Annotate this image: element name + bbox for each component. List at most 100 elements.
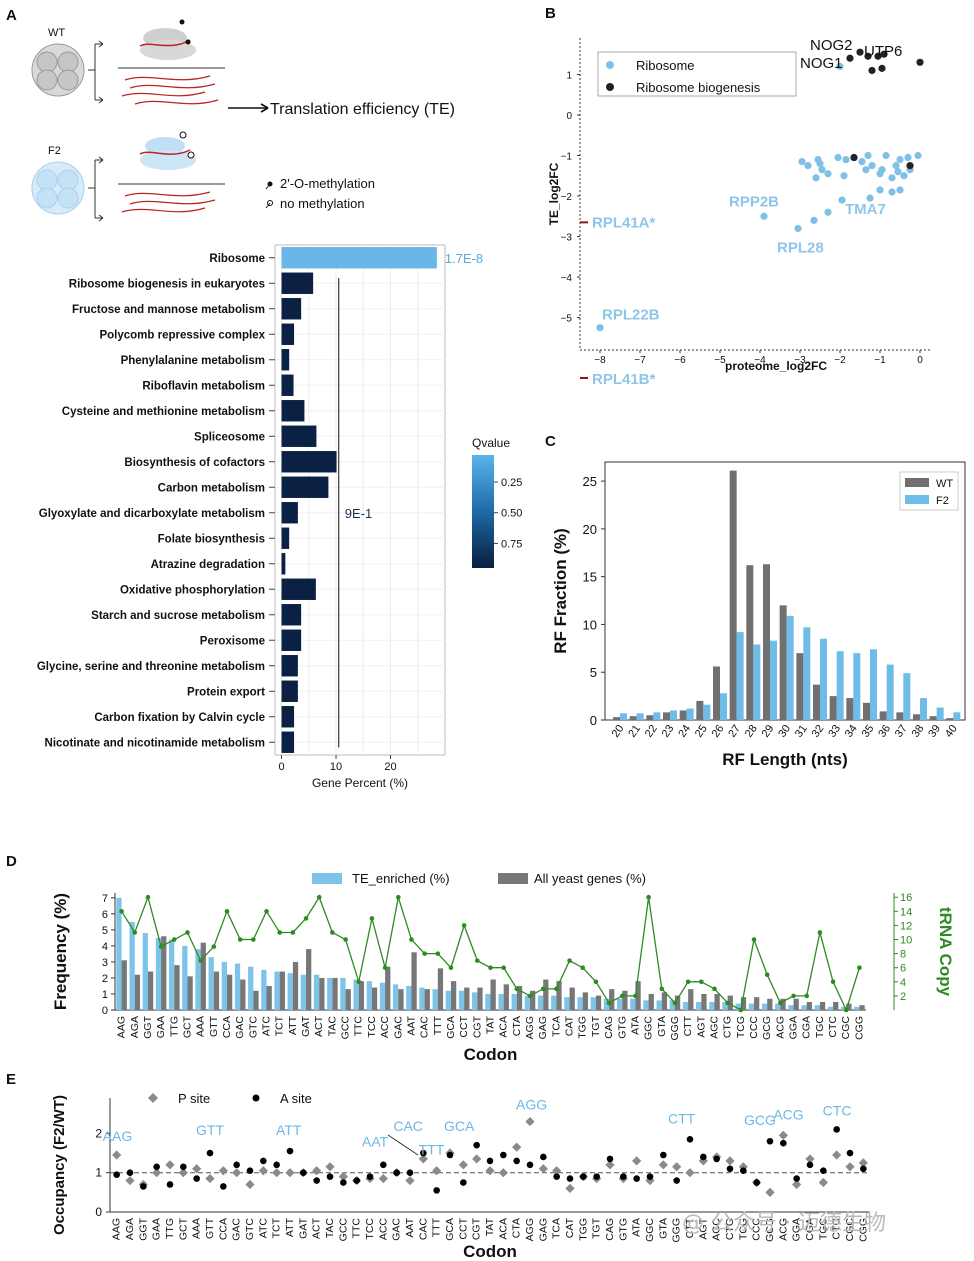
chart-c-xtick-label: 33 [826,723,843,740]
chart-a-category-label: Peroxisome [200,635,265,647]
chart-c-xtick-label: 21 [626,723,643,740]
f2-cell-cluster-icon [31,161,85,215]
chart-d-bar-0-24 [432,989,438,1010]
chart-d-xtick-label: TTC [353,1016,365,1037]
chart-b-point-0-25 [894,168,902,176]
chart-b-point-0-23 [876,170,884,178]
chart-e-xtick-label: AGT [697,1217,709,1239]
chart-c-bar-0-0 [613,717,620,720]
chart-b-point-0-16 [914,151,922,160]
chart-d-bar-1-7 [213,971,220,1010]
chart-d-xtick-label: CGA [801,1016,813,1039]
chart-d-bar-0-38 [616,998,623,1010]
chart-b-xtick-label-2: −6 [674,355,686,366]
chart-e-xtick-label: ACT [311,1217,323,1239]
chart-e-codon-label: GCA [444,1118,475,1134]
chart-c-ytick-label-3: 15 [583,570,597,585]
chart-a-bar-8 [281,451,337,473]
chart-d-y2label: tRNA Copy [936,907,955,997]
chart-c-xtick-label: 40 [943,723,960,740]
chart-c-ytick-label-4: 20 [583,522,597,537]
chart-c-legend-swatch-1 [905,495,929,504]
chart-a-category-label: Ribosome [209,253,265,265]
chart-e-asite-point-35 [580,1173,587,1180]
chart-d-trna-point-22 [409,937,414,942]
chart-e-xtick-label: GAT [297,1217,309,1238]
chart-d-xtick-label: GTG [616,1016,628,1039]
chart-c-bar-0-5 [696,700,704,720]
chart-d-bar-1-48 [754,997,760,1010]
chart-c-bar-1-7 [736,632,744,720]
chart-b-point-0-9 [858,157,866,166]
chart-d-bar-0-15 [313,974,320,1010]
chart-e-codon-label: ATT [276,1122,302,1138]
chart-e-asite-point-4 [166,1181,174,1188]
chart-d-trna-point-33 [554,986,559,992]
chart-c-xtick-label: 39 [926,723,943,740]
chart-e-psite-point-50 [778,1130,788,1140]
te-arrowhead-icon [260,103,269,113]
chart-a-category-label: Carbon metabolism [158,482,265,494]
chart-d-bar-0-27 [472,992,478,1010]
chart-d-bar-1-31 [530,990,536,1010]
chart-d-trna-point-15 [316,894,322,900]
chart-d-trna-point-16 [330,930,335,935]
chart-b-xtick-label-5: −3 [794,355,806,366]
chart-e-asite-point-22 [406,1169,414,1176]
chart-c-ytick-label-5: 25 [583,474,597,489]
chart-e-psite-point-24 [432,1166,442,1176]
chart-d-trna-point-2 [145,894,151,900]
chart-d-bar-1-45 [714,993,720,1010]
chart-e-asite-point-6 [193,1175,200,1182]
chart-d-bar-0-21 [393,984,399,1010]
chart-d-xtick-label: CTT [682,1015,694,1036]
chart-e-psite-point-41 [658,1160,668,1170]
chart-a-category-label: Folate biosynthesis [158,533,265,545]
chart-c-bar-1-19 [936,707,944,720]
chart-b-point-0-14 [896,155,904,164]
chart-e-asite-point-5 [180,1163,187,1171]
chart-d-y2tick-label-3: 8 [900,949,906,961]
chart-d-bar-1-40 [648,993,654,1010]
chart-d-bar-1-25 [450,981,457,1010]
chart-d-trna-point-21 [395,894,401,900]
chart-b-point-0-26 [900,172,908,180]
panel-letter-c: C [545,433,556,450]
chart-a-colorbar-title: Qvalue [472,436,510,450]
chart-a-xlabel: Gene Percent (%) [312,776,408,790]
chart-c-xtick-label: 20 [610,723,627,740]
chart-e-psite-point-27 [472,1154,482,1164]
chart-d-xtick-label: AGT [695,1015,707,1037]
chart-e-psite-point-52 [805,1154,815,1164]
chart-b-point-1-3 [874,52,882,60]
chart-c-xtick-label: 28 [743,723,760,740]
chart-e-asite-point-44 [700,1153,707,1161]
chart-e-psite-point-49 [765,1187,775,1197]
chart-d-bar-0-41 [656,1000,662,1010]
chart-c-bar-1-9 [770,640,777,720]
chart-d-bar-1-4 [174,965,180,1010]
chart-b-point-label: RPL22B [602,307,660,324]
chart-a-bar-2 [281,298,302,320]
chart-a-category-label: Atrazine degradation [151,559,265,571]
chart-d-bar-1-27 [477,987,483,1010]
chart-d-xtick-label: CCT [458,1015,470,1037]
chart-d-bar-1-47 [740,997,747,1010]
chart-e-codon-label: GTT [196,1122,224,1138]
wt-cell-cluster-icon [31,43,85,97]
watermark: @ 公众号 · 迈德生物 [682,1211,886,1236]
panel-letter-a: A [6,7,17,24]
chart-e-legend-label: P site [178,1091,210,1106]
chart-b-point-1-2 [864,52,872,60]
chart-d-bar-1-52 [806,1001,812,1010]
chart-b-xtick-label-8: 0 [917,355,923,366]
chart-d-trna-point-56 [857,965,862,971]
chart-d-xtick-label: CGG [853,1016,865,1040]
chart-d-trna-point-37 [606,1000,612,1006]
chart-d-xtick-label: AGA [129,1016,141,1038]
chart-d-bar-0-53 [814,1005,820,1010]
chart-d-xtick-label: TAC [326,1016,338,1037]
chart-b-point-1-7 [916,58,924,66]
chart-d-xtick-label: TGG [577,1016,589,1039]
chart-c-xtick-label: 36 [876,723,893,740]
